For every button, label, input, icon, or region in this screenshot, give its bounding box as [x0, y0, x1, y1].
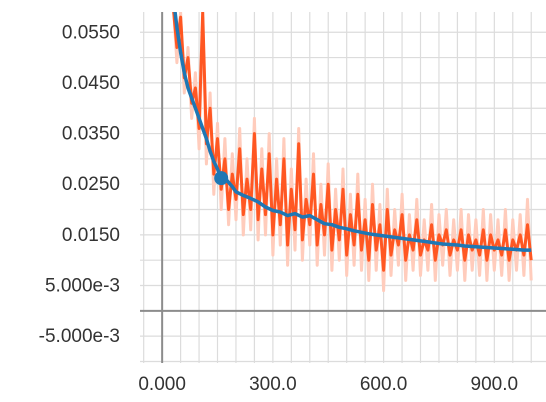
x-tick-label: 300.0: [249, 374, 297, 395]
y-tick-label: 0.0350: [62, 124, 120, 145]
smoothed-series: [173, 12, 532, 252]
y-tick-label: 0.0250: [62, 174, 120, 195]
zero-axes: [140, 12, 546, 363]
x-tick-label: 0.000: [138, 374, 186, 395]
y-tick-label: 0.0450: [62, 73, 120, 94]
y-tick-labels: 0.0550 0.0450 0.0350 0.0250 0.0150 5.000e-3 -5…: [39, 22, 120, 347]
x-tick-label: 600.0: [360, 374, 408, 395]
highlight-marker: [214, 171, 229, 186]
highlight-point: [214, 171, 229, 186]
y-tick-label: 5.000e-3: [45, 276, 120, 297]
smoothed-line: [173, 12, 532, 252]
y-tick-label: 0.0150: [62, 225, 120, 246]
y-tick-label: -5.000e-3: [39, 326, 120, 347]
y-tick-label: 0.0550: [62, 22, 120, 43]
x-tick-labels: 0.000 300.0 600.0 900.0: [138, 374, 518, 395]
x-tick-label: 900.0: [471, 374, 519, 395]
